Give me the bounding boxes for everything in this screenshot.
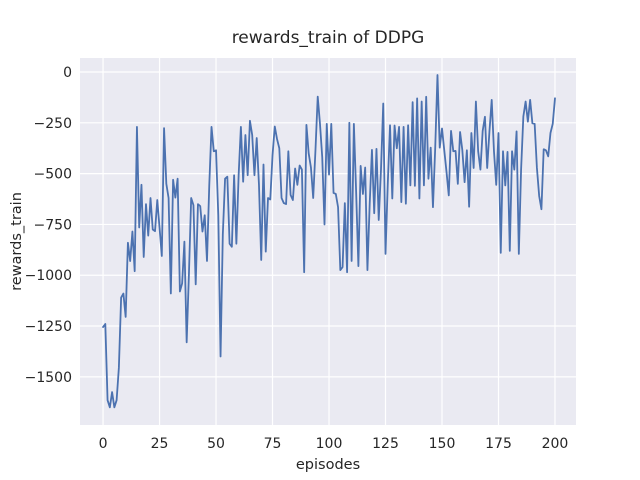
y-tick-labels: 0 −250 −500 −750 −1000 −1250 −1500 [25,65,72,386]
x-tick-label: 200 [542,436,569,452]
x-tick-label: 0 [99,436,108,452]
y-tick-label: −1250 [25,319,72,335]
x-tick-label: 50 [207,436,225,452]
y-tick-label: −1500 [25,370,72,386]
y-tick-label: 0 [63,65,72,81]
x-tick-label: 75 [264,436,282,452]
x-tick-label: 150 [429,436,456,452]
y-axis-label: rewards_train [9,192,25,291]
y-tick-label: −1000 [25,268,72,284]
rewards-line [102,74,556,409]
x-axis-label: episodes [296,457,360,473]
y-tick-label: −500 [34,167,72,183]
y-tick-label: −250 [34,116,72,132]
chart-title: rewards_train of DDPG [232,28,425,48]
x-tick-label: 25 [151,436,169,452]
x-tick-labels: 0 25 50 75 100 125 150 175 200 [99,436,569,452]
gridlines [80,58,576,425]
x-tick-label: 175 [485,436,512,452]
y-tick-label: −750 [34,217,72,233]
x-tick-label: 100 [316,436,343,452]
x-tick-label: 125 [372,436,399,452]
